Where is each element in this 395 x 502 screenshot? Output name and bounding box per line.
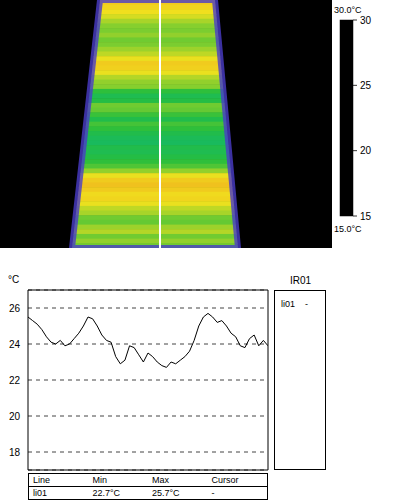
- svg-text:25: 25: [360, 80, 372, 91]
- svg-text:18: 18: [9, 447, 21, 458]
- html-text:22.7°C: 22.7°C: [92, 488, 121, 498]
- svg-text:30: 30: [360, 15, 372, 26]
- html-text:°C: °C: [8, 274, 20, 285]
- svg-text:20: 20: [360, 145, 372, 156]
- html-text:li01: li01: [281, 299, 295, 309]
- svg-text:22: 22: [9, 375, 21, 386]
- html-text:Min: Min: [92, 475, 107, 485]
- svg-text:20: 20: [9, 411, 21, 422]
- html-text:25.7°C: 25.7°C: [152, 488, 180, 498]
- svg-text:26: 26: [9, 303, 21, 314]
- svg-text:24: 24: [9, 339, 21, 350]
- html-text:li01: li01: [33, 488, 47, 498]
- html-text:Line: Line: [33, 475, 50, 485]
- svg-text:15.0°C: 15.0°C: [334, 224, 362, 234]
- html-text:IR01: IR01: [290, 275, 312, 286]
- svg-text:15: 15: [360, 211, 372, 222]
- svg-text:30.0°C: 30.0°C: [334, 5, 362, 15]
- html-text:Cursor: Cursor: [211, 475, 239, 485]
- html-text:Max: Max: [152, 475, 169, 485]
